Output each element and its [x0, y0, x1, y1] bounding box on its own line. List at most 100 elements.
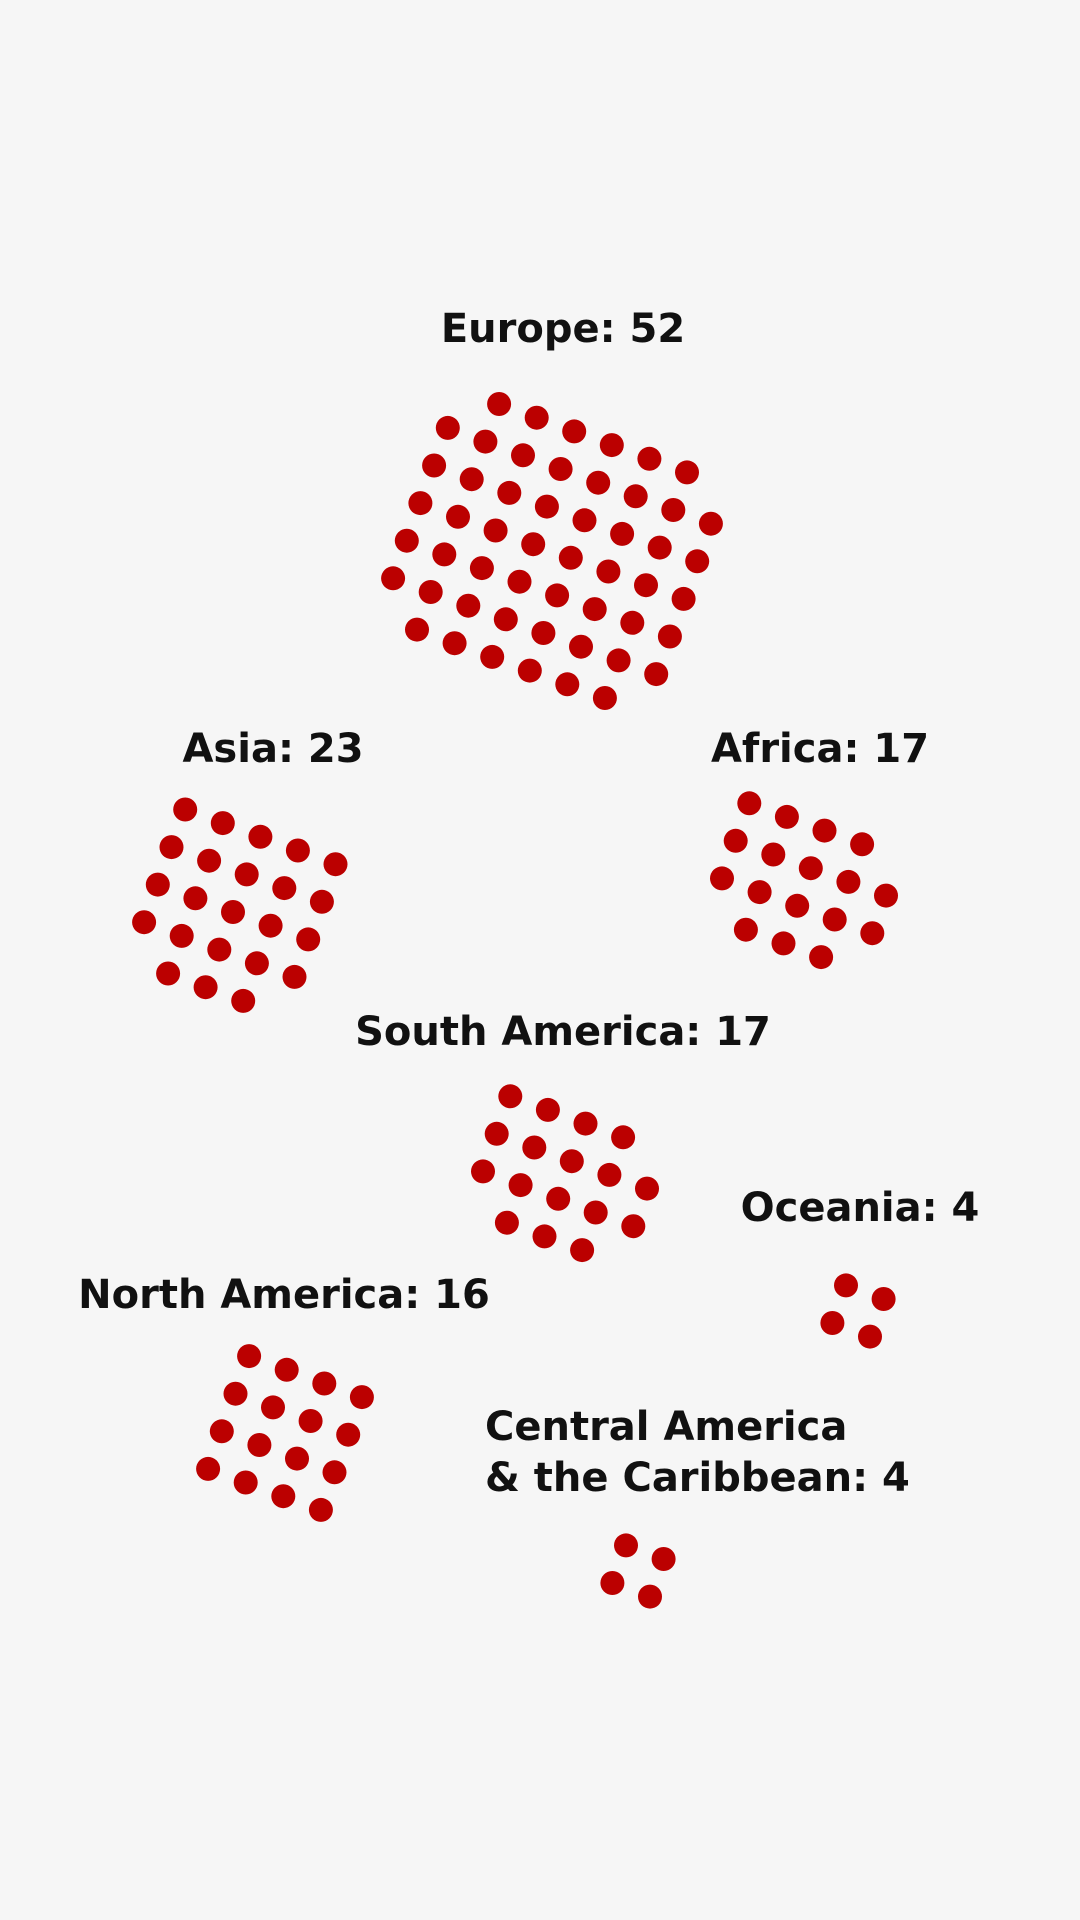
dot-europe-28 [599, 433, 624, 458]
dot-europe-32 [661, 498, 686, 522]
dot-central-america-caribbean-4 [638, 1584, 662, 1609]
dot-south-america-2 [546, 1186, 571, 1211]
dot-europe-6 [545, 583, 570, 608]
dot-south-america-6 [583, 1200, 608, 1225]
dot-europe-33 [418, 580, 443, 604]
dot-europe-26 [620, 610, 645, 635]
dot-asia-4 [258, 913, 283, 938]
dot-asia-17 [309, 889, 334, 914]
dot-europe-14 [586, 470, 611, 495]
dot-europe-46 [675, 460, 699, 485]
dot-north-america-8 [336, 1422, 361, 1447]
label-line-asia-0: Asia: 23 [182, 726, 363, 772]
dot-europe-29 [480, 644, 505, 669]
dot-europe-12 [582, 597, 607, 622]
dot-asia-6 [197, 848, 222, 873]
dot-europe-4 [572, 508, 597, 533]
dot-europe-25 [432, 542, 457, 567]
dot-africa-10 [850, 832, 875, 857]
dot-asia-7 [272, 876, 297, 901]
dot-asia-9 [244, 951, 269, 976]
dot-north-america-15 [196, 1456, 221, 1481]
dot-south-america-10 [611, 1125, 636, 1150]
dot-europe-2 [558, 545, 583, 570]
dot-africa-12 [809, 945, 834, 970]
dot-oceania-4 [858, 1324, 882, 1349]
dot-europe-47 [405, 617, 429, 642]
dot-south-america-5 [508, 1173, 533, 1198]
dot-asia-22 [173, 797, 198, 822]
dot-europe-20 [634, 573, 658, 598]
dot-europe-43 [394, 528, 419, 553]
dot-africa-7 [812, 818, 837, 843]
dot-europe-16 [531, 621, 556, 645]
dot-africa-5 [747, 880, 772, 905]
dot-oceania-2 [871, 1287, 896, 1311]
dot-europe-5 [507, 569, 532, 594]
dot-africa-4 [836, 869, 861, 894]
dot-central-america-caribbean-2 [651, 1547, 676, 1571]
dot-europe-48 [592, 686, 617, 710]
dot-africa-16 [860, 921, 885, 946]
dot-africa-2 [785, 893, 810, 918]
label-line-central-america-caribbean-1: & the Caribbean: 4 [485, 1455, 910, 1501]
dot-asia-13 [193, 975, 218, 1000]
dot-europe-38 [555, 672, 580, 697]
dot-europe-50 [698, 511, 723, 536]
dot-europe-15 [493, 607, 518, 632]
dot-europe-24 [647, 535, 672, 560]
dot-europe-21 [456, 593, 481, 618]
dot-north-america-2 [298, 1409, 323, 1433]
dot-africa-14 [874, 883, 898, 908]
dot-africa-11 [733, 917, 758, 942]
label-line-oceania-0: Oceania: 4 [741, 1185, 980, 1231]
dot-europe-1 [521, 532, 546, 557]
dot-central-america-caribbean-3 [600, 1571, 625, 1595]
dot-europe-35 [524, 405, 549, 430]
dot-asia-10 [248, 824, 273, 849]
dot-europe-27 [562, 419, 587, 444]
dot-north-america-10 [322, 1460, 347, 1485]
label-south-america: South America: 17 [355, 1009, 771, 1055]
label-europe: Europe: 52 [441, 306, 685, 352]
dot-asia-23 [323, 852, 348, 877]
dot-south-america-13 [484, 1121, 509, 1146]
dot-africa-17 [737, 791, 762, 816]
dot-europe-23 [459, 467, 484, 492]
dot-south-america-17 [498, 1084, 523, 1109]
dot-europe-39 [408, 491, 433, 516]
dot-oceania-3 [820, 1311, 845, 1335]
dot-south-america-15 [471, 1159, 495, 1184]
dot-central-america-caribbean-1 [614, 1533, 638, 1558]
label-north-america: North America: 16 [78, 1272, 490, 1318]
dot-north-america-1 [261, 1395, 285, 1420]
dot-europe-45 [487, 392, 512, 416]
label-asia: Asia: 23 [182, 726, 363, 772]
dot-north-america-11 [233, 1470, 258, 1495]
dot-asia-21 [231, 988, 256, 1013]
dot-asia-19 [282, 964, 307, 989]
dot-europe-51 [381, 566, 406, 591]
label-oceania: Oceania: 4 [741, 1185, 980, 1231]
dot-europe-49 [435, 415, 460, 440]
cluster-oceania: Oceania: 4 [741, 1185, 980, 1349]
label-line-europe-0: Europe: 52 [441, 306, 685, 352]
dot-asia-8 [169, 923, 194, 948]
label-africa: Africa: 17 [711, 726, 929, 772]
dot-north-america-7 [223, 1381, 248, 1406]
dot-south-america-9 [535, 1097, 560, 1122]
label-line-north-america-0: North America: 16 [78, 1272, 490, 1318]
dot-south-america-3 [522, 1135, 547, 1160]
dot-south-america-8 [532, 1224, 557, 1249]
dot-europe-36 [637, 446, 662, 471]
dot-africa-9 [774, 804, 799, 829]
dot-asia-20 [156, 961, 181, 986]
dot-europe-17 [511, 443, 535, 468]
dot-europe-34 [606, 648, 631, 673]
dot-europe-3 [534, 494, 559, 519]
dot-asia-16 [159, 835, 184, 860]
dot-south-america-12 [570, 1238, 595, 1263]
dot-asia-2 [234, 862, 259, 887]
dot-north-america-4 [285, 1446, 309, 1471]
